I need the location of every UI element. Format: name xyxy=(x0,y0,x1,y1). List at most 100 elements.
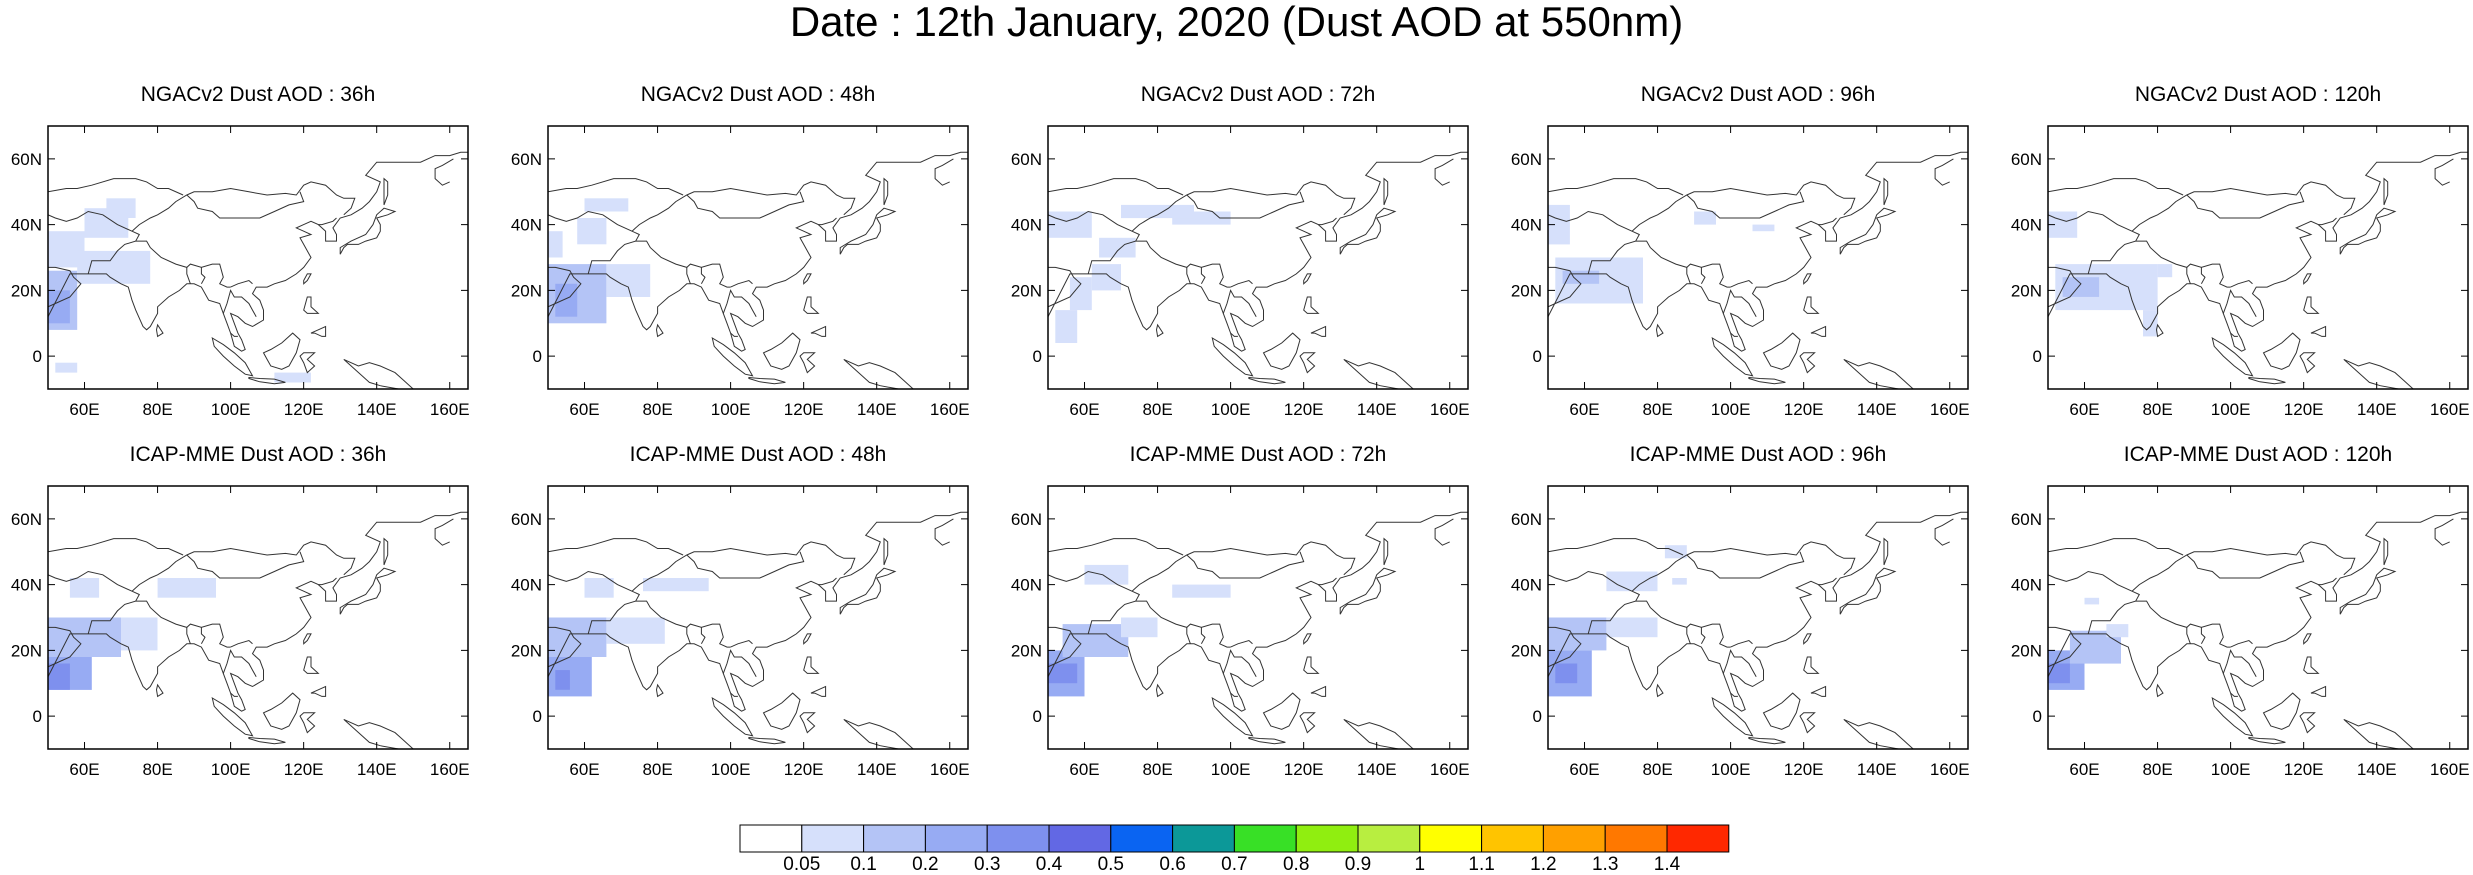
island-outline xyxy=(1155,323,1164,338)
country-border xyxy=(131,181,356,232)
x-tick-label: 100E xyxy=(211,400,251,419)
map-frame xyxy=(1547,125,1969,390)
x-tick-label: 100E xyxy=(1211,760,1251,779)
island-outline xyxy=(1343,358,1414,389)
dust-aod-cell xyxy=(1606,617,1658,638)
country-border xyxy=(2048,178,2184,196)
country-border xyxy=(230,692,238,697)
island-outline xyxy=(1303,656,1320,674)
dust-aod-cell xyxy=(121,617,158,651)
country-border xyxy=(2186,627,2191,644)
colorbar-swatch xyxy=(1666,824,1730,853)
colorbar-swatch xyxy=(1604,824,1668,853)
island-outline xyxy=(1383,177,1389,206)
country-border xyxy=(722,649,757,677)
dust-aod-cell xyxy=(274,372,311,383)
map-panel: ICAP-MME Dust AOD : 48h 60E 80E 100E 120E 140… xyxy=(500,443,970,846)
island-outline xyxy=(1303,273,1312,285)
country-border xyxy=(1818,217,1837,226)
map-plot: 60E 80E 100E 120E 140E 160E 0 20N 40N 60N xyxy=(511,125,970,419)
island-outline xyxy=(303,296,320,314)
dust-aod-cell xyxy=(584,198,629,212)
island-outline xyxy=(1839,567,1897,615)
map-frame xyxy=(2047,485,2469,750)
y-tick-label: 60N xyxy=(511,150,542,169)
country-border xyxy=(1318,217,1337,226)
island-outline xyxy=(1711,336,1754,377)
y-tick-label: 40N xyxy=(11,216,42,235)
map-plot: 60E 80E 100E 120E 140E 160E 0 20N 40N 60N xyxy=(1011,125,1470,419)
coastline-kamchatka xyxy=(2434,158,2454,186)
dust-aod-cell xyxy=(2048,663,2070,684)
map-frame xyxy=(47,485,469,750)
coastline xyxy=(2048,511,2468,712)
x-tick-label: 80E xyxy=(1642,760,1672,779)
island-outline xyxy=(1839,207,1897,255)
island-outline xyxy=(1810,685,1827,697)
y-tick-label: 40N xyxy=(1511,216,1542,235)
y-tick-label: 60N xyxy=(2011,150,2042,169)
island-outline xyxy=(1711,696,1754,737)
country-border xyxy=(318,577,337,586)
country-border xyxy=(548,178,684,196)
island-outline xyxy=(2155,323,2164,338)
x-tick-label: 160E xyxy=(2430,400,2470,419)
colorbar-swatch xyxy=(1542,824,1606,853)
country-border xyxy=(186,191,305,219)
country-border xyxy=(131,541,356,592)
x-tick-label: 80E xyxy=(642,760,672,779)
map-frame xyxy=(47,125,469,390)
island-outline xyxy=(1748,376,1786,385)
island-outline xyxy=(299,712,316,734)
map-content xyxy=(548,511,968,749)
y-tick-label: 0 xyxy=(33,347,42,366)
colorbar-swatch xyxy=(924,824,988,853)
y-tick-label: 20N xyxy=(2011,281,2042,300)
country-border xyxy=(1548,570,1640,635)
country-border xyxy=(635,240,731,288)
country-border xyxy=(1631,181,1856,232)
island-outline xyxy=(2303,633,2312,645)
country-border xyxy=(548,570,640,635)
x-tick-label: 80E xyxy=(1142,760,1172,779)
country-border xyxy=(1700,267,1706,285)
island-outline xyxy=(1883,537,1889,566)
country-border xyxy=(1686,551,1805,579)
country-border xyxy=(1230,692,1238,697)
country-border xyxy=(2200,267,2206,285)
island-outline xyxy=(339,567,397,615)
island-outline xyxy=(2339,207,2397,255)
country-border xyxy=(635,600,731,648)
dust-aod-cell xyxy=(1172,584,1231,598)
x-tick-label: 120E xyxy=(1784,760,1824,779)
island-outline xyxy=(803,656,820,674)
island-outline xyxy=(843,358,914,389)
x-tick-label: 100E xyxy=(2211,760,2251,779)
country-border xyxy=(722,289,757,317)
island-outline xyxy=(2343,358,2414,389)
country-border xyxy=(1730,639,1753,648)
island-outline xyxy=(1803,273,1812,285)
country-border xyxy=(200,267,206,285)
country-border xyxy=(631,541,856,592)
y-tick-label: 0 xyxy=(1033,347,1042,366)
island-outline xyxy=(762,692,801,730)
dust-aod-cell xyxy=(2143,310,2158,337)
x-tick-label: 120E xyxy=(784,400,824,419)
y-tick-label: 60N xyxy=(1511,510,1542,529)
island-outline xyxy=(1799,712,1816,734)
map-content xyxy=(1548,151,1968,389)
map-panel: NGACv2 Dust AOD : 72h 60E 80E 100E 120E 140E 1… xyxy=(1000,83,1470,486)
coastline-kamchatka xyxy=(434,518,454,546)
y-tick-label: 0 xyxy=(1033,707,1042,726)
island-outline xyxy=(2299,712,2316,734)
dust-aod-cell xyxy=(577,218,607,245)
y-tick-label: 0 xyxy=(2033,707,2042,726)
x-tick-label: 160E xyxy=(1930,760,1970,779)
dust-aod-cell xyxy=(2157,264,2173,278)
colorbar-label: 0.8 xyxy=(1282,854,1310,875)
dust-aod-cell xyxy=(1055,310,1078,343)
island-outline xyxy=(1299,712,1316,734)
country-border xyxy=(230,332,238,337)
country-border xyxy=(818,577,837,586)
